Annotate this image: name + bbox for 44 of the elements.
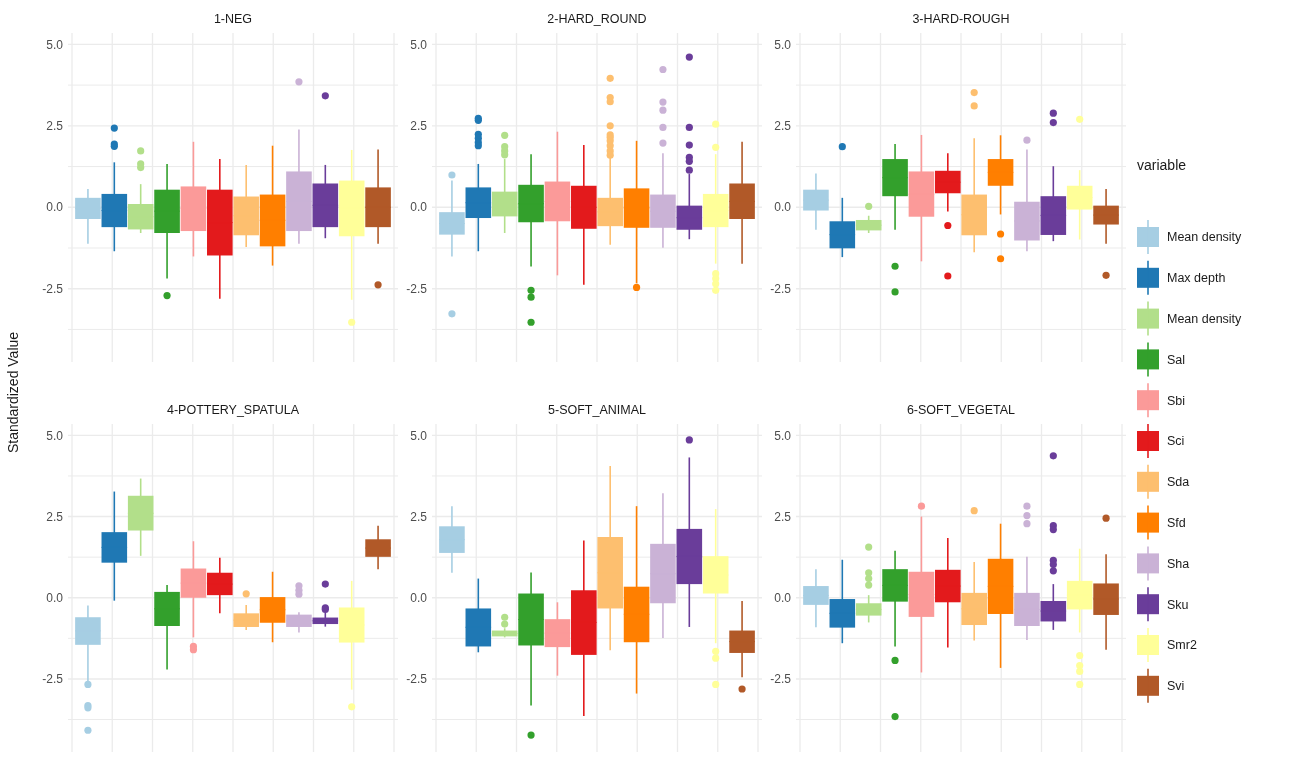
y-tick-label: 2.5 — [410, 509, 428, 524]
y-tick-label: 5.0 — [410, 428, 428, 443]
legend-label: Sku — [1167, 597, 1189, 612]
legend-label: Svi — [1167, 679, 1185, 694]
legend-title: variable — [1137, 157, 1187, 173]
legend-label: Mean density — [1167, 230, 1243, 245]
y-tick-label: 2.5 — [46, 119, 64, 134]
y-tick-label: 5.0 — [46, 428, 64, 443]
legend-label: Max depth — [1167, 271, 1226, 286]
y-tick-label: -2.5 — [406, 672, 428, 687]
chart-title: 5-SOFT_ANIMAL — [548, 403, 647, 417]
y-tick-label: 5.0 — [410, 37, 428, 52]
y-tick-label: -2.5 — [770, 672, 792, 687]
y-axis-title: Standardized Value — [5, 331, 21, 454]
y-tick-label: -2.5 — [42, 281, 64, 296]
y-tick-label: 5.0 — [46, 37, 64, 52]
legend-label: Sda — [1167, 475, 1190, 490]
legend-label: Sfd — [1167, 515, 1186, 530]
y-tick-label: 5.0 — [774, 37, 792, 52]
y-tick-label: 0.0 — [410, 200, 428, 215]
y-tick-label: 0.0 — [774, 200, 792, 215]
y-tick-label: -2.5 — [770, 281, 792, 296]
legend-label: Smr2 — [1167, 638, 1197, 653]
legend-label: Sal — [1167, 352, 1186, 367]
legend-label: Sbi — [1167, 393, 1186, 408]
y-tick-label: 0.0 — [410, 590, 428, 605]
y-tick-label: 2.5 — [774, 119, 792, 134]
legend-label: Sha — [1167, 556, 1190, 571]
chart-title: 2-HARD_ROUND — [547, 12, 647, 26]
chart-title: 6-SOFT_VEGETAL — [906, 403, 1016, 417]
legend-label: Mean density — [1167, 311, 1243, 326]
y-tick-label: 5.0 — [774, 428, 792, 443]
y-tick-label: -2.5 — [406, 281, 428, 296]
chart-title: 1-NEG — [213, 12, 253, 26]
y-tick-label: 2.5 — [46, 509, 64, 524]
y-tick-label: 2.5 — [774, 509, 792, 524]
legend-label: Sci — [1167, 434, 1185, 449]
y-tick-label: 0.0 — [774, 590, 792, 605]
y-tick-label: 0.0 — [46, 200, 64, 215]
chart-title: 4-POTTERY_SPATULA — [167, 403, 300, 417]
y-tick-label: -2.5 — [42, 672, 64, 687]
chart-title: 3-HARD-ROUGH — [912, 12, 1010, 26]
y-tick-label: 0.0 — [46, 590, 64, 605]
y-tick-label: 2.5 — [410, 119, 428, 134]
